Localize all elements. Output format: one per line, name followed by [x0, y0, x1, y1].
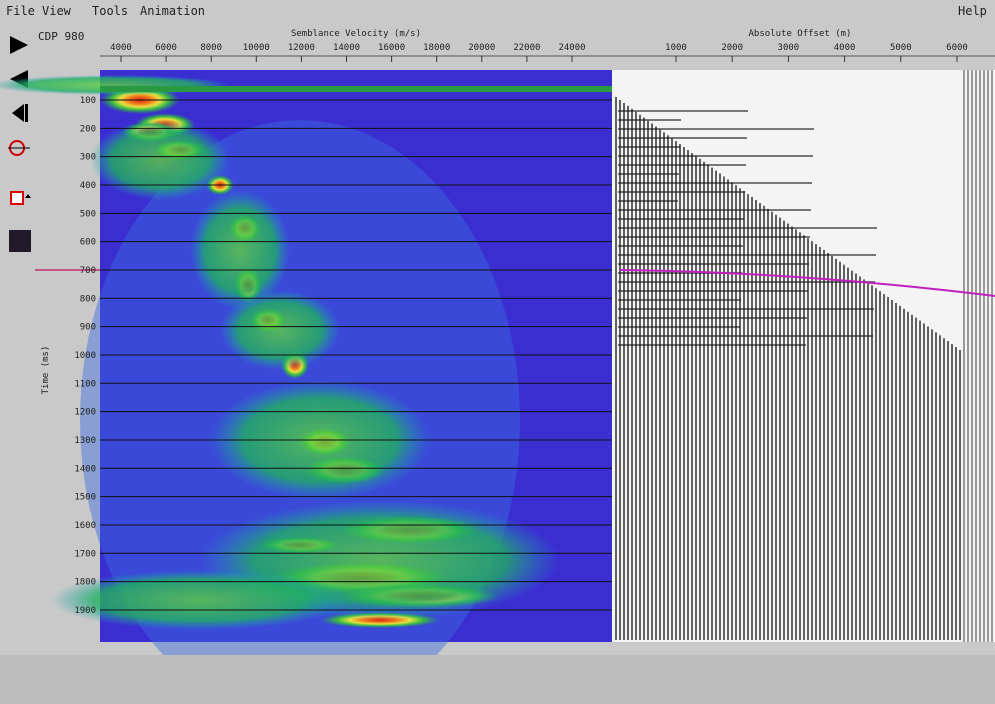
semblance-zone	[220, 290, 340, 370]
trace-wiggle	[618, 317, 807, 319]
trace-wiggle	[618, 218, 744, 220]
trace-wiggle	[618, 209, 811, 211]
trace-wiggle	[618, 137, 747, 139]
time-tick-label: 800	[80, 294, 96, 304]
trace-wiggle	[618, 290, 808, 292]
trace-wiggle	[618, 119, 681, 121]
trace-wiggle	[618, 299, 741, 301]
trace-wiggle	[618, 335, 873, 337]
time-tick-label: 700	[80, 266, 96, 276]
trace-wiggle	[618, 191, 745, 193]
gather-axis-title: Absolute Offset (m)	[749, 29, 852, 39]
time-tick-label: 300	[80, 153, 96, 163]
velocity-tick-label: 20000	[468, 43, 495, 53]
step-back-button[interactable]	[12, 104, 28, 122]
workspace: CDP 980 Semblance Velocity (m/s) Absolut…	[0, 0, 995, 704]
time-tick-label: 200	[80, 124, 96, 134]
velocity-tick-label: 22000	[513, 43, 540, 53]
time-tick-label: 100	[80, 96, 96, 106]
trace-wiggle	[618, 281, 875, 283]
velocity-tick-label: 6000	[155, 43, 177, 53]
offset-tick-label: 1000	[665, 43, 687, 53]
play-forward-button[interactable]	[10, 36, 28, 54]
pick-tool-button[interactable]	[8, 141, 30, 155]
time-tick-label: 1600	[74, 521, 96, 531]
time-tick-label: 1000	[74, 351, 96, 361]
semblance-band	[100, 86, 612, 92]
offset-tick-label: 3000	[778, 43, 800, 53]
trace-wiggle	[618, 173, 679, 175]
offset-tick-label: 2000	[721, 43, 743, 53]
trace-wiggle	[618, 308, 874, 310]
trace-wiggle	[618, 146, 680, 148]
time-tick-label: 1800	[74, 578, 96, 588]
trace-wiggle	[618, 155, 813, 157]
velocity-tick-label: 16000	[378, 43, 405, 53]
time-tick-label: 1700	[74, 549, 96, 559]
trace-wiggle	[618, 245, 743, 247]
toolbar: CDP 980	[8, 30, 84, 252]
time-tick-label: 1200	[74, 408, 96, 418]
time-tick-label: 1100	[74, 379, 96, 389]
time-tick-label: 1300	[74, 436, 96, 446]
trace-wiggle	[618, 326, 740, 328]
velocity-tick-label: 10000	[243, 43, 270, 53]
trace-wiggle	[618, 200, 678, 202]
time-tick-label: 1400	[74, 464, 96, 474]
semblance-zone	[90, 120, 230, 200]
app-window: File View Tools Animation Help	[0, 0, 995, 704]
trace-wiggle	[618, 236, 810, 238]
velocity-tick-label: 14000	[333, 43, 360, 53]
time-tick-label: 1500	[74, 493, 96, 503]
semblance-axis-title: Semblance Velocity (m/s)	[291, 29, 421, 39]
time-tick-label: 1900	[74, 606, 96, 616]
status-area	[0, 655, 995, 704]
time-tick-label: 400	[80, 181, 96, 191]
cdp-label: CDP 980	[38, 30, 84, 43]
time-tick-label: 600	[80, 238, 96, 248]
colormap-button[interactable]	[9, 230, 31, 252]
time-tick-label: 500	[80, 209, 96, 219]
velocity-tick-label: 24000	[558, 43, 585, 53]
gather-panel	[612, 70, 995, 642]
trace-wiggle	[618, 227, 877, 229]
trace-wiggle	[618, 128, 814, 130]
trace-wiggle	[618, 110, 748, 112]
trace-wiggle	[618, 182, 812, 184]
velocity-tick-label: 4000	[110, 43, 132, 53]
trace-wiggle	[618, 254, 876, 256]
trace-wiggle	[618, 344, 806, 346]
velocity-tick-label: 18000	[423, 43, 450, 53]
velocity-tick-label: 8000	[200, 43, 222, 53]
offset-tick-label: 4000	[834, 43, 856, 53]
time-tick-label: 900	[80, 323, 96, 333]
zoom-tool-button[interactable]	[11, 192, 31, 204]
offset-tick-label: 5000	[890, 43, 912, 53]
trace-wiggle	[618, 263, 809, 265]
trace-wiggle	[618, 164, 746, 166]
time-axis-title: Time (ms)	[41, 346, 51, 395]
offset-tick-label: 6000	[946, 43, 968, 53]
velocity-tick-label: 12000	[288, 43, 315, 53]
